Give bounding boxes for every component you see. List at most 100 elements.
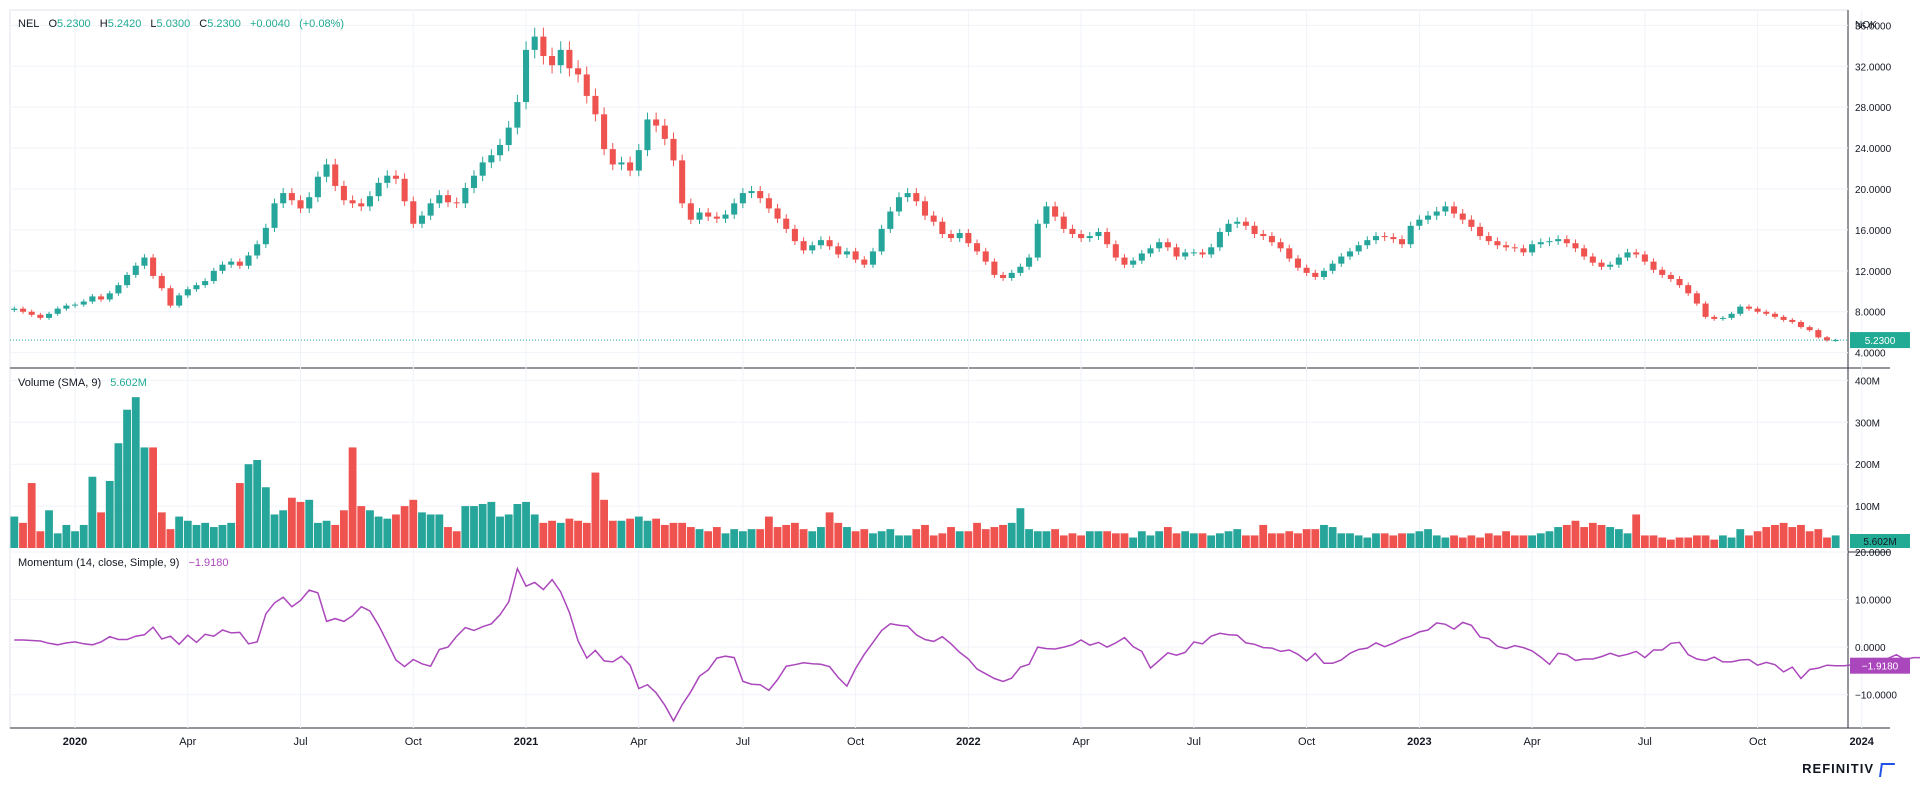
candle-body [1745, 306, 1752, 309]
candle-body [913, 193, 920, 202]
volume-bar [53, 533, 62, 548]
volume-bar [218, 524, 227, 548]
volume-bar [1363, 537, 1372, 548]
candle-body [1832, 340, 1839, 342]
candle-body [1104, 231, 1111, 245]
last-price-badge [1850, 332, 1910, 349]
volume-bar [1380, 533, 1389, 548]
volume-bar [435, 514, 444, 548]
candle-body [150, 257, 157, 276]
volume-bar [1415, 531, 1424, 548]
mom-tick-label: 20.0000 [1855, 548, 1892, 559]
volume-bar [1120, 533, 1129, 548]
candle-body [167, 288, 174, 306]
volume-bar [1137, 531, 1146, 548]
volume-bar [1814, 529, 1823, 548]
candle-body [54, 308, 61, 314]
candle-body [236, 261, 243, 266]
candle-body [1485, 236, 1492, 242]
x-tick-label: Jul [1187, 736, 1201, 748]
volume-bar [287, 497, 296, 548]
volume-bar [548, 520, 556, 548]
volume-bar [791, 522, 799, 548]
candle-body [340, 185, 347, 201]
candle-body [1424, 215, 1432, 220]
volume-bar [1606, 527, 1615, 548]
high-val: 5.2420 [107, 18, 142, 30]
candle-body [635, 150, 642, 171]
candle-body [193, 285, 200, 290]
volume-bar [721, 533, 730, 548]
candle-body [800, 241, 807, 251]
candle-body [1572, 243, 1579, 249]
volume-bar [1554, 527, 1563, 548]
volume-bar [808, 531, 817, 548]
vol-tick-label: 300M [1855, 418, 1880, 429]
x-tick-label: Apr [179, 736, 196, 748]
volume-bar [461, 506, 470, 548]
candle-body [1563, 239, 1570, 244]
candle-body [115, 285, 122, 294]
y-tick-label: 24.0000 [1855, 144, 1892, 155]
candle-body [1763, 311, 1770, 314]
candle-body [1121, 257, 1128, 265]
candle-body [228, 261, 235, 265]
vol-tick-label: 200M [1855, 460, 1880, 471]
volume-bar [591, 472, 600, 548]
candle-body [1407, 225, 1414, 245]
candle-body [687, 203, 694, 220]
volume-bar [1233, 529, 1242, 548]
candle-body [592, 95, 599, 115]
volume-bar [617, 520, 626, 548]
volume-bar [634, 516, 643, 548]
plot-frame [9, 9, 1849, 729]
candle-body [1555, 239, 1562, 242]
volume-bar [1068, 533, 1077, 548]
volume-bar [955, 531, 964, 548]
candle-body [653, 119, 660, 126]
volume-bar [166, 529, 175, 548]
candle-body [713, 216, 720, 219]
candle-body [1494, 241, 1501, 246]
candle-body [1685, 285, 1692, 294]
candle-body [1277, 242, 1284, 249]
volume-bar [305, 499, 314, 548]
volume-bar [1337, 533, 1346, 548]
candle-body [1451, 206, 1458, 214]
volume-bar [36, 531, 45, 548]
volume-bar [1077, 535, 1086, 548]
volume-bar [1719, 535, 1727, 548]
candle-body [106, 293, 113, 300]
candle-body [436, 195, 443, 204]
candle-body [921, 201, 929, 216]
volume-bar [851, 531, 860, 548]
candle-body [1607, 264, 1614, 267]
volume-bar [799, 529, 808, 548]
volume-bar [973, 522, 981, 548]
volume-bar [487, 501, 496, 548]
currency-label: NOK [1855, 20, 1877, 31]
volume-last-label: 5.602M [1863, 537, 1896, 548]
candle-body [323, 164, 330, 177]
candle-body [80, 301, 87, 305]
volume-bar [478, 504, 487, 548]
candle-body [1702, 303, 1709, 317]
momentum-badge [1850, 657, 1910, 674]
volume-bar [253, 460, 262, 548]
candle-body [1433, 211, 1440, 216]
volume-bar [921, 524, 929, 548]
candle-body [262, 227, 269, 245]
candle-body [462, 187, 469, 204]
x-tick-label: Jul [736, 736, 750, 748]
volume-bar [773, 527, 782, 548]
candle-body [809, 245, 816, 251]
x-tick-label: 2020 [63, 736, 87, 748]
volume-bar [981, 529, 990, 548]
volume-bar [764, 516, 773, 548]
y-tick-label: 28.0000 [1855, 103, 1892, 114]
candle-body [1156, 242, 1163, 249]
volume-bar [539, 522, 548, 548]
volume-bar [140, 447, 149, 548]
momentum-legend: Momentum (14, close, Simple, 9) −1.9180 [18, 557, 235, 569]
